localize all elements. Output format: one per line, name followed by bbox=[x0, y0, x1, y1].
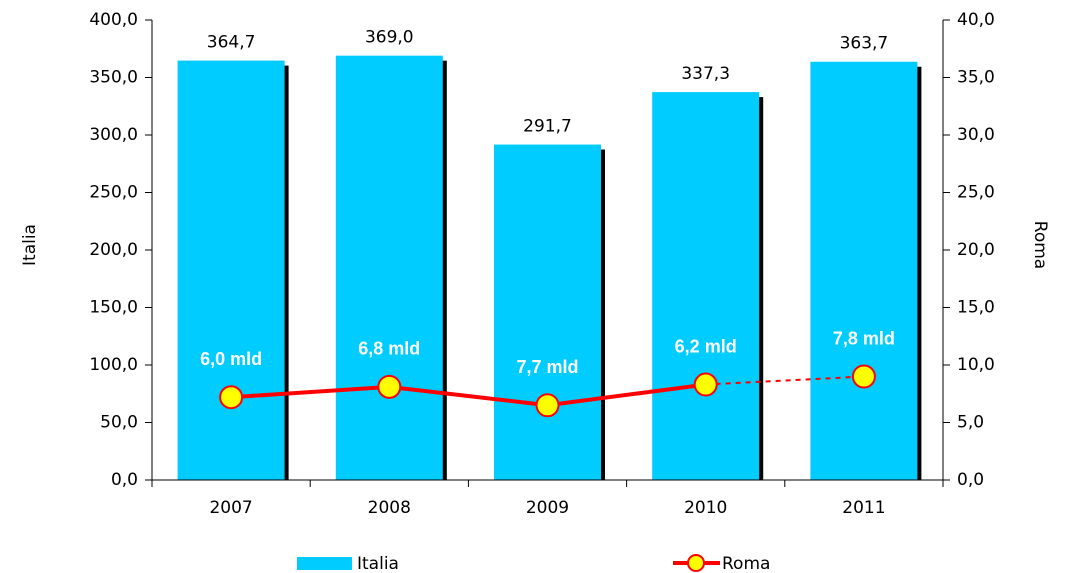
y2-tick-label: 15,0 bbox=[957, 298, 995, 318]
line bbox=[230, 382, 706, 408]
bar bbox=[494, 144, 601, 481]
y2-tick-label: 35,0 bbox=[957, 68, 995, 88]
data-label: 337,3 bbox=[681, 64, 730, 84]
legend-marker bbox=[687, 554, 705, 572]
bar bbox=[335, 55, 443, 481]
x-tick-label: 2011 bbox=[842, 498, 885, 518]
y-axis-label: Italia bbox=[20, 224, 40, 266]
marker bbox=[219, 385, 244, 410]
y-tick-label: 200,0 bbox=[89, 240, 138, 260]
data-label: 363,7 bbox=[840, 34, 889, 54]
annotation: 6,8 mld bbox=[358, 339, 420, 359]
y-tick-label: 0,0 bbox=[111, 470, 138, 490]
y2-tick-label: 10,0 bbox=[957, 355, 995, 375]
marker bbox=[377, 374, 402, 399]
y2-tick-label: 0,0 bbox=[957, 470, 984, 490]
y-tick-label: 100,0 bbox=[89, 355, 138, 375]
marker bbox=[693, 372, 718, 397]
x-tick-label: 2007 bbox=[209, 498, 252, 518]
marker bbox=[535, 393, 560, 418]
y2-tick-label: 5,0 bbox=[957, 413, 984, 433]
legend-label: Italia bbox=[357, 554, 399, 573]
y2-tick-label: 25,0 bbox=[957, 183, 995, 203]
annotation: 7,8 mld bbox=[833, 328, 895, 348]
y-tick-label: 400,0 bbox=[89, 10, 138, 30]
y2-tick-label: 30,0 bbox=[957, 125, 995, 145]
annotation: 7,7 mld bbox=[516, 357, 578, 377]
line-dashed bbox=[705, 375, 864, 386]
data-label: 369,0 bbox=[365, 28, 414, 48]
y-tick-label: 300,0 bbox=[89, 125, 138, 145]
marker bbox=[851, 364, 876, 389]
annotation: 6,2 mld bbox=[675, 336, 737, 356]
annotation: 6,0 mld bbox=[200, 349, 262, 369]
data-label: 291,7 bbox=[523, 117, 572, 137]
legend-label: Roma bbox=[722, 554, 770, 573]
y-tick-label: 50,0 bbox=[100, 413, 138, 433]
bar bbox=[652, 92, 760, 480]
x-tick-label: 2009 bbox=[526, 498, 569, 518]
y-tick-label: 150,0 bbox=[89, 298, 138, 318]
y-tick-label: 250,0 bbox=[89, 183, 138, 203]
y2-axis-label: Roma bbox=[1030, 221, 1050, 269]
y-tick-label: 350,0 bbox=[89, 68, 138, 88]
legend-swatch bbox=[297, 557, 352, 570]
bar bbox=[810, 61, 918, 481]
x-tick-label: 2008 bbox=[368, 498, 411, 518]
y2-tick-label: 40,0 bbox=[957, 10, 995, 30]
y2-tick-label: 20,0 bbox=[957, 240, 995, 260]
data-label: 364,7 bbox=[207, 33, 256, 53]
x-tick-label: 2010 bbox=[684, 498, 727, 518]
bar bbox=[177, 60, 285, 480]
